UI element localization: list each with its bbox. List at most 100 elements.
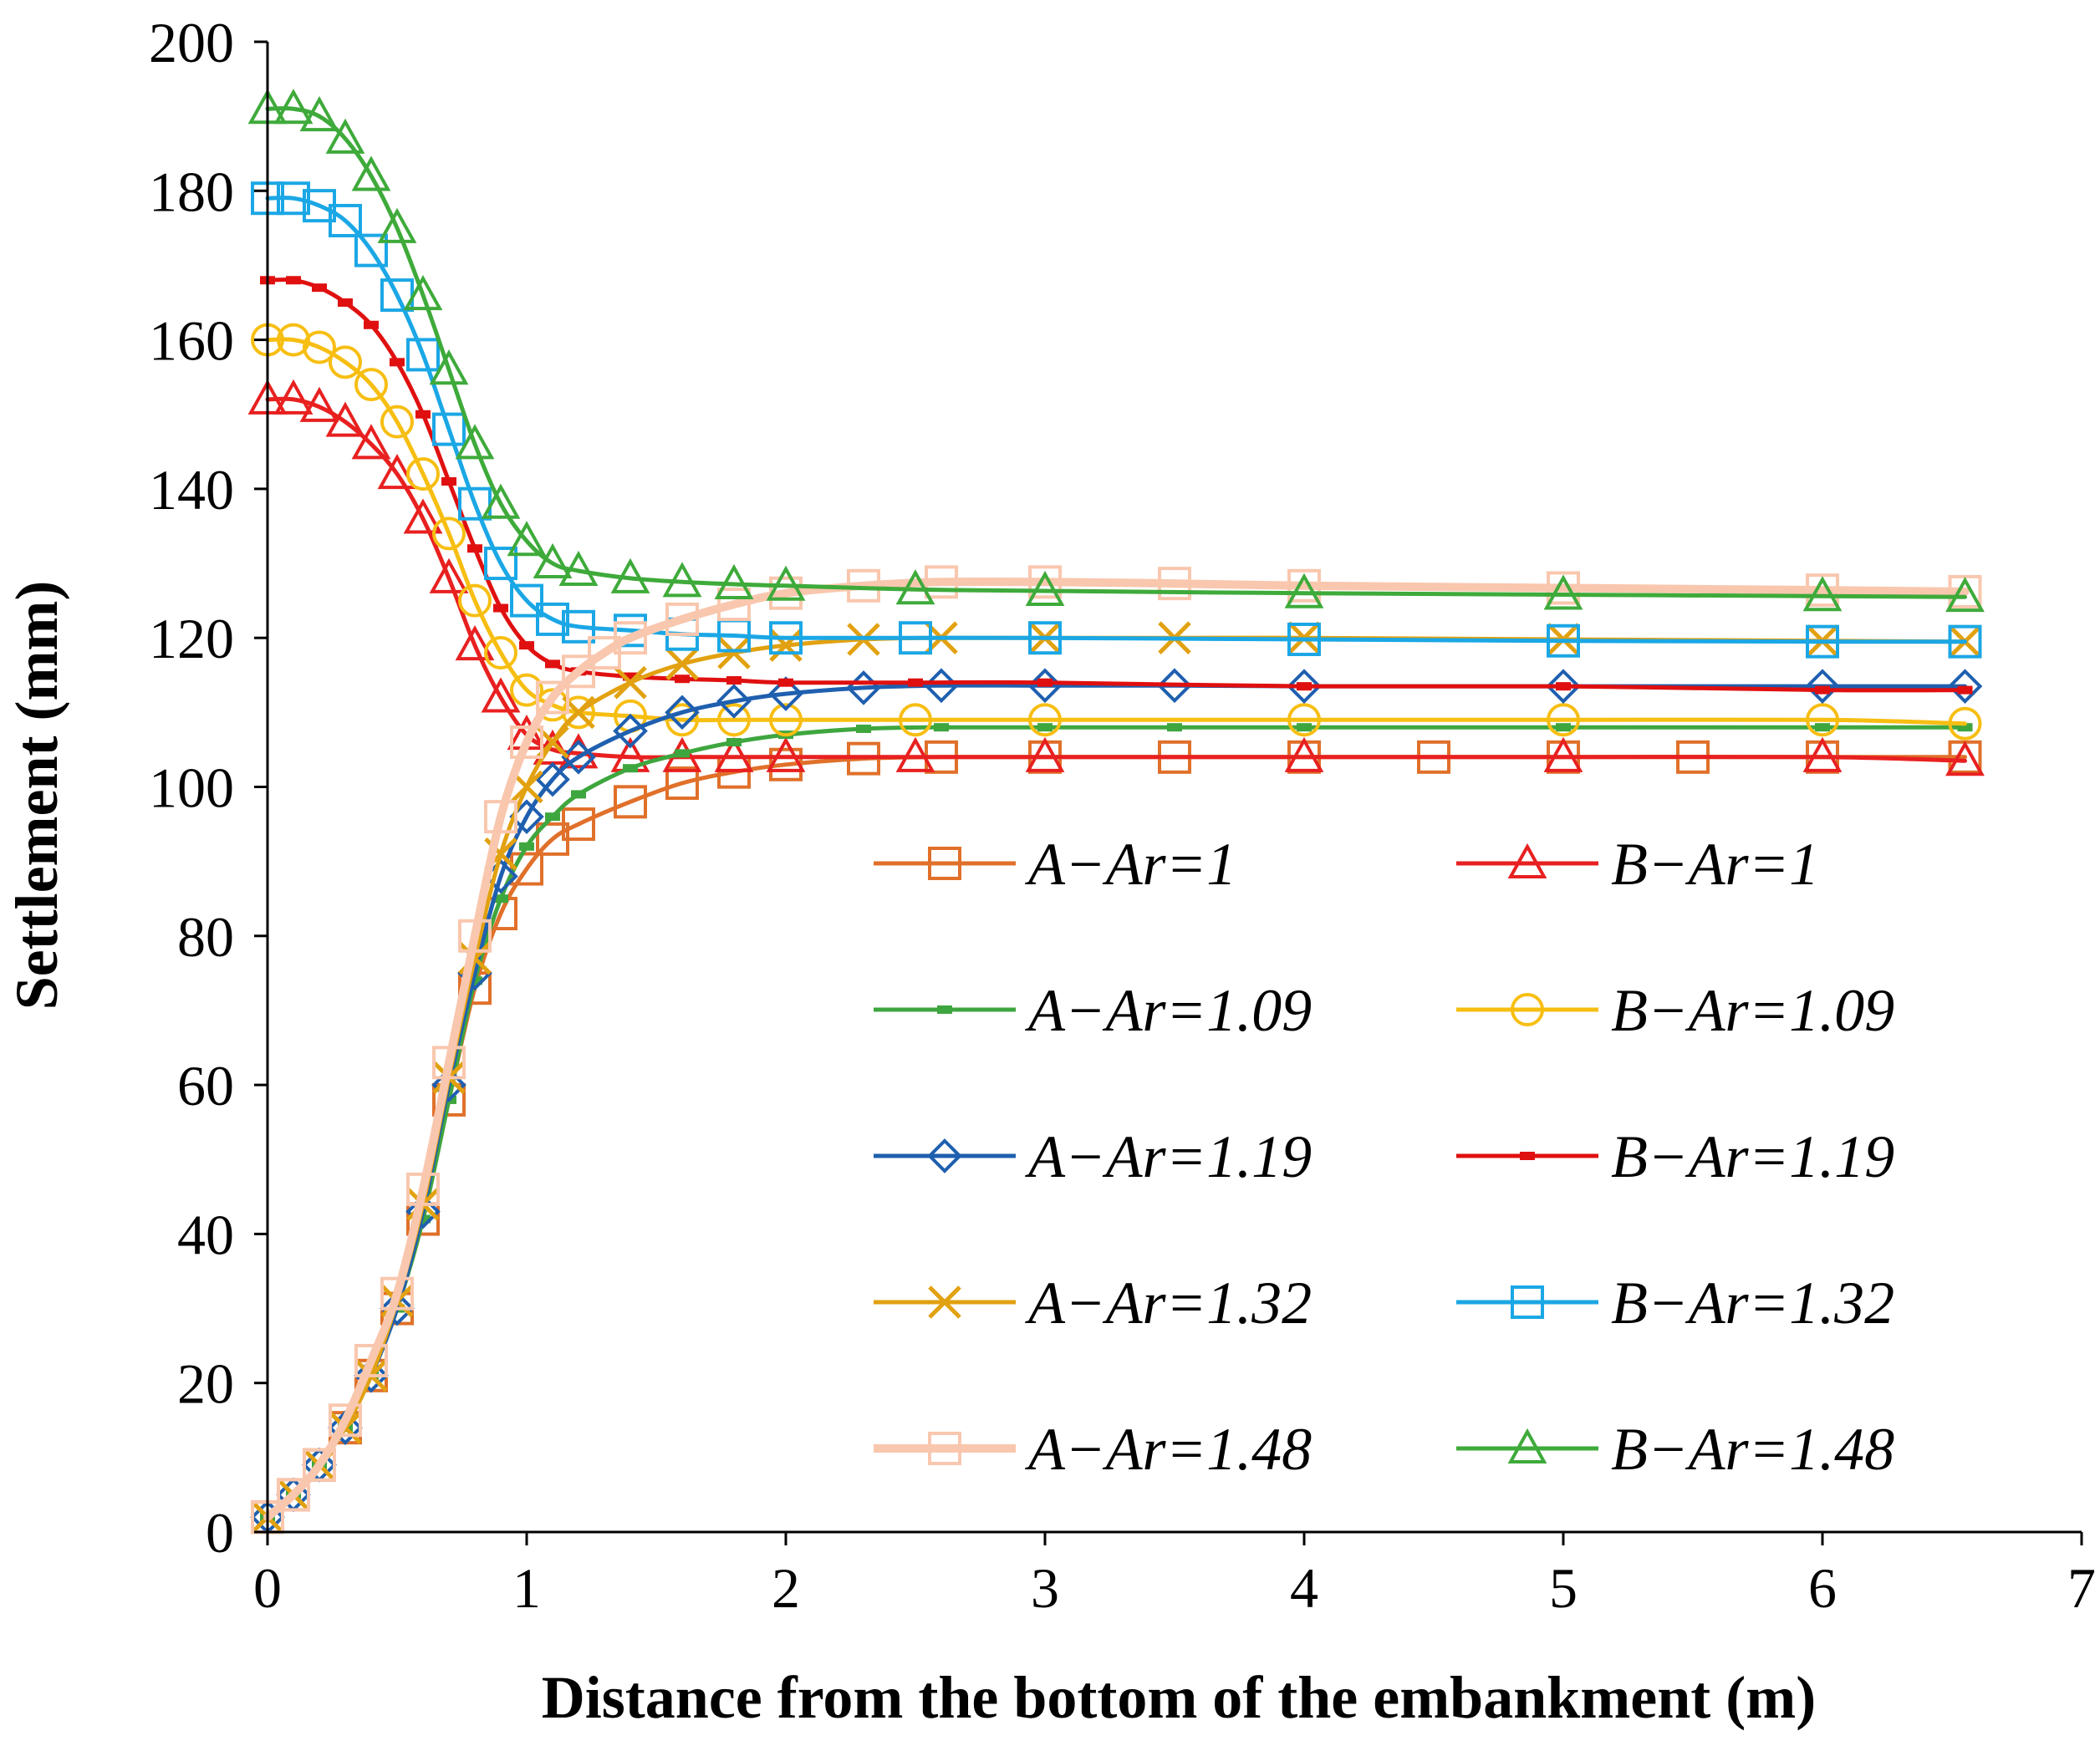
data-point-7-12 bbox=[562, 609, 595, 644]
y-tick-label: 60 bbox=[177, 1054, 234, 1117]
data-point-8-23 bbox=[1547, 571, 1580, 605]
data-point-4-23 bbox=[1805, 669, 1840, 704]
x-tick-label: 7 bbox=[2067, 1556, 2096, 1620]
data-point-8-14 bbox=[614, 621, 647, 655]
data-point-3-6 bbox=[406, 457, 440, 491]
data-point-1-16 bbox=[766, 736, 806, 772]
data-point-1-20 bbox=[1543, 736, 1583, 772]
data-point-8-15 bbox=[665, 602, 699, 636]
data-point-9-15 bbox=[714, 563, 754, 600]
data-point-5-4 bbox=[364, 320, 379, 329]
data-point-8-25 bbox=[1948, 574, 1982, 608]
data-point-5-9 bbox=[493, 603, 508, 613]
y-tick-label: 80 bbox=[177, 905, 234, 969]
y-tick-label: 200 bbox=[149, 11, 234, 74]
data-point-2-18 bbox=[934, 723, 949, 732]
data-point-1-4 bbox=[351, 424, 391, 460]
data-point-9-6 bbox=[403, 274, 443, 311]
data-point-3-8 bbox=[458, 583, 492, 618]
series-8 bbox=[251, 565, 1982, 1535]
data-point-9-17 bbox=[895, 569, 935, 605]
legend-item-5: B−Ar=1.19 bbox=[1456, 1123, 1894, 1190]
legend-swatch-marker bbox=[1507, 842, 1547, 878]
data-point-6-13 bbox=[614, 665, 647, 700]
data-point-7-4 bbox=[354, 233, 388, 267]
data-point-8-9 bbox=[484, 800, 517, 834]
data-point-2-14 bbox=[675, 749, 690, 758]
legend-item-7: B−Ar=1.32 bbox=[1456, 1270, 1894, 1336]
y-tick-label: 40 bbox=[177, 1203, 234, 1266]
data-point-8-5 bbox=[380, 1276, 414, 1311]
data-point-5-11 bbox=[545, 659, 560, 669]
data-point-1-7 bbox=[429, 557, 469, 593]
data-point-8-1 bbox=[277, 1478, 310, 1512]
legend-item-3: B−Ar=1.09 bbox=[1456, 977, 1894, 1044]
data-point-5-21 bbox=[1815, 685, 1830, 695]
data-point-4-4 bbox=[354, 1357, 389, 1393]
data-point-3-2 bbox=[303, 330, 336, 364]
data-point-3-4 bbox=[354, 368, 388, 402]
data-point-8-3 bbox=[329, 1403, 362, 1438]
data-point-1-1 bbox=[273, 379, 313, 415]
data-point-3-16 bbox=[769, 703, 803, 737]
data-point-5-5 bbox=[390, 358, 405, 367]
data-point-4-22 bbox=[1546, 669, 1581, 704]
legend-label: A−Ar=1 bbox=[1025, 831, 1236, 898]
data-point-7-7 bbox=[432, 412, 466, 446]
data-point-3-14 bbox=[665, 703, 699, 737]
data-point-9-21 bbox=[1802, 576, 1843, 612]
data-point-2-20 bbox=[1167, 723, 1182, 732]
data-point-5-17 bbox=[908, 678, 923, 687]
x-tick-label: 4 bbox=[1290, 1556, 1318, 1620]
data-point-1-6 bbox=[403, 498, 443, 534]
data-point-8-6 bbox=[406, 1172, 440, 1206]
data-point-4-5 bbox=[380, 1290, 415, 1326]
data-point-9-4 bbox=[351, 155, 391, 191]
data-point-9-13 bbox=[610, 557, 650, 593]
legend-label: A−Ar=1.19 bbox=[1025, 1123, 1312, 1190]
data-point-9-1 bbox=[273, 89, 313, 125]
data-point-3-19 bbox=[1287, 703, 1321, 737]
data-point-4-21 bbox=[1287, 669, 1322, 704]
legend-swatch-marker bbox=[928, 847, 961, 880]
data-point-3-22 bbox=[1948, 706, 1982, 741]
legend-item-2: A−Ar=1.09 bbox=[874, 977, 1312, 1044]
x-axis-title: Distance from the bottom of the embankme… bbox=[542, 1664, 1816, 1731]
data-point-8-2 bbox=[303, 1448, 336, 1482]
y-tick-label: 100 bbox=[149, 756, 234, 820]
legend-swatch-marker bbox=[937, 1005, 952, 1014]
data-point-8-7 bbox=[432, 1046, 466, 1080]
data-point-7-22 bbox=[1948, 624, 1982, 659]
data-point-9-11 bbox=[533, 542, 573, 579]
legend-item-8: A−Ar=1.48 bbox=[874, 1416, 1312, 1483]
y-tick-label: 140 bbox=[149, 458, 234, 522]
series-line-5 bbox=[265, 277, 1967, 693]
data-point-5-2 bbox=[312, 283, 327, 293]
data-point-8-24 bbox=[1806, 573, 1839, 608]
series-line-7 bbox=[265, 196, 1967, 644]
legend: A−Ar=1 B−Ar=1 A−Ar=1.09 B−Ar=1.09 A−Ar=1.19 B… bbox=[874, 831, 1894, 1483]
data-point-4-3 bbox=[328, 1410, 363, 1446]
data-point-8-12 bbox=[562, 654, 595, 689]
data-point-9-3 bbox=[325, 118, 365, 154]
data-point-8-19 bbox=[925, 565, 958, 599]
data-point-4-16 bbox=[768, 676, 803, 711]
data-point-7-10 bbox=[510, 583, 543, 618]
legend-label: A−Ar=1.32 bbox=[1025, 1270, 1312, 1336]
data-point-3-1 bbox=[277, 323, 310, 357]
data-point-4-15 bbox=[716, 684, 752, 719]
data-point-1-5 bbox=[377, 453, 417, 490]
x-tick-label: 2 bbox=[772, 1556, 800, 1620]
data-point-3-18 bbox=[1028, 703, 1062, 737]
legend-swatch-marker bbox=[1520, 1152, 1535, 1160]
legend-swatch-marker bbox=[1511, 1285, 1544, 1319]
data-point-9-22 bbox=[1945, 577, 1985, 613]
data-point-4-7 bbox=[431, 1067, 466, 1102]
legend-item-4: A−Ar=1.19 bbox=[874, 1123, 1312, 1190]
legend-swatch-marker bbox=[928, 1285, 961, 1319]
data-point-9-7 bbox=[429, 349, 469, 385]
data-point-0-14 bbox=[665, 766, 699, 801]
data-point-9-5 bbox=[377, 207, 417, 243]
series-line-6 bbox=[265, 635, 1967, 1519]
